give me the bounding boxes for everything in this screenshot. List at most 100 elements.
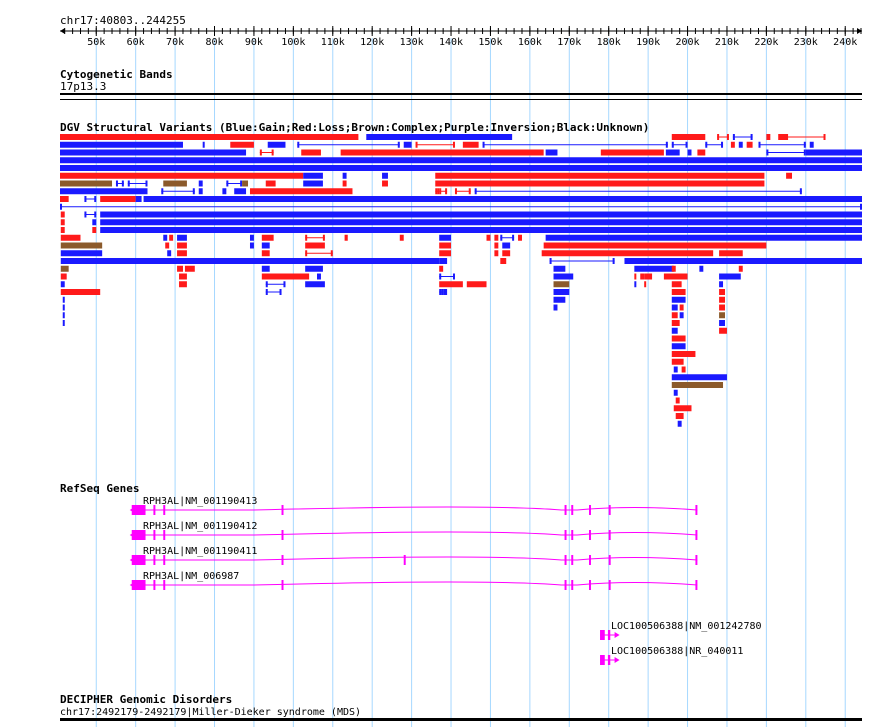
dgv-variant-cap — [265, 281, 268, 288]
dgv-variant-line — [784, 136, 826, 138]
dgv-variant — [663, 273, 688, 280]
dgv-variant — [677, 420, 682, 427]
gene-exon — [564, 505, 567, 515]
dgv-variant — [100, 227, 863, 233]
dgv-variant — [644, 281, 647, 288]
dgv-variant-line — [705, 144, 724, 146]
dgv-variant-line — [84, 198, 97, 200]
dgv-variant-cap — [60, 203, 62, 210]
dgv-variant-line — [297, 144, 400, 146]
dgv-variant — [382, 180, 388, 187]
dgv-variant-cap — [265, 289, 268, 295]
gene-label: RPH3AL|NM_001190412 — [143, 521, 257, 532]
gene-exon — [281, 555, 284, 565]
ruler-tick-label: 50k — [87, 37, 105, 48]
gene-exon — [281, 530, 284, 540]
gene-exon — [153, 530, 156, 540]
ruler-tick-label: 200k — [676, 37, 700, 48]
dgv-variant — [249, 234, 254, 241]
dgv-variant-line — [717, 136, 729, 138]
dgv-variant-line — [60, 206, 862, 208]
gene-exon — [695, 580, 698, 590]
gene-label: LOC100506388|NM_001242780 — [611, 621, 762, 632]
dgv-variant — [62, 296, 65, 303]
dgv-variant — [439, 281, 463, 288]
dgv-variant — [60, 258, 440, 264]
dgv-variant-line — [226, 183, 243, 184]
dgv-variant — [342, 180, 347, 187]
dgv-variant — [553, 265, 566, 272]
dgv-variant — [60, 265, 69, 272]
dgv-variant-cap — [271, 149, 274, 156]
gene-exon — [281, 505, 284, 515]
dgv-variant — [681, 366, 686, 373]
dgv-variant — [719, 289, 725, 295]
dgv-variant — [100, 219, 863, 226]
dgv-variant — [675, 413, 684, 419]
dgv-variant — [671, 351, 696, 357]
dgv-variant-cap — [717, 134, 720, 140]
dgv-variant — [60, 149, 247, 156]
dgv-variant — [163, 234, 168, 241]
dgv-variant — [249, 188, 353, 195]
gene-exon — [564, 580, 567, 590]
dgv-variant-cap — [240, 180, 243, 187]
dgv-variant — [624, 258, 862, 264]
dgv-variant-cap — [439, 273, 442, 280]
dgv-variant-line — [732, 136, 753, 138]
dgv-variant-cap — [226, 180, 229, 187]
dgv-track-title: DGV Structural Variants (Blue:Gain;Red:L… — [60, 121, 649, 134]
dgv-variant — [202, 141, 205, 148]
dgv-variant — [184, 265, 195, 272]
dgv-variant — [697, 149, 706, 156]
dgv-variant — [439, 265, 444, 272]
dgv-variant — [805, 149, 862, 156]
dgv-variant — [673, 389, 678, 396]
dgv-variant — [439, 234, 452, 241]
dgv-variant — [671, 289, 686, 295]
dgv-variant — [671, 134, 706, 140]
dgv-variant-line — [758, 144, 806, 146]
dgv-variant-cap — [397, 141, 400, 148]
dgv-variant — [671, 335, 686, 342]
dgv-variant-cap — [665, 141, 668, 148]
dgv-variant-cap — [500, 234, 503, 241]
region-label: chr17:40803..244255 — [60, 14, 186, 27]
dgv-variant-cap — [115, 180, 118, 187]
dgv-variant-cap — [127, 180, 130, 187]
dgv-variant-line — [115, 183, 124, 184]
gene-exon — [131, 505, 146, 515]
dgv-variant — [261, 265, 270, 272]
cytoband-label: 17p13.3 — [60, 80, 106, 93]
dgv-variant — [366, 134, 513, 140]
gene-label: RPH3AL|NM_001190411 — [143, 546, 257, 557]
ruler-tick-label: 230k — [794, 37, 818, 48]
dgv-variant — [634, 273, 637, 280]
dgv-variant — [443, 289, 448, 295]
dgv-variant-cap — [726, 134, 729, 140]
gene-strand-arrow — [614, 657, 620, 663]
dgv-variant — [143, 196, 863, 202]
dgv-variant-cap — [435, 188, 438, 195]
dgv-variant — [177, 265, 183, 272]
gene-exon — [163, 505, 166, 515]
gene-exon — [571, 505, 574, 515]
dgv-variant — [518, 234, 522, 241]
dgv-variant — [382, 172, 388, 179]
gene-exon — [695, 530, 698, 540]
dgv-variant — [719, 327, 727, 334]
ruler-left-arrow — [60, 28, 65, 34]
dgv-variant — [62, 320, 65, 326]
dgv-variant — [435, 172, 765, 179]
dgv-variant — [553, 273, 574, 280]
dgv-variant — [809, 141, 814, 148]
ruler-tick-label: 90k — [245, 37, 263, 48]
dgv-variant — [671, 265, 676, 272]
dgv-variant — [553, 289, 570, 295]
dgv-variant — [100, 211, 863, 218]
dgv-variant — [439, 250, 452, 257]
ruler-tick-label: 80k — [205, 37, 223, 48]
dgv-variant — [699, 265, 704, 272]
refseq-genes: RPH3AL|NM_001190413 RPH3AL|NM_001190412 RP… — [129, 496, 762, 665]
gene-exon — [571, 580, 574, 590]
